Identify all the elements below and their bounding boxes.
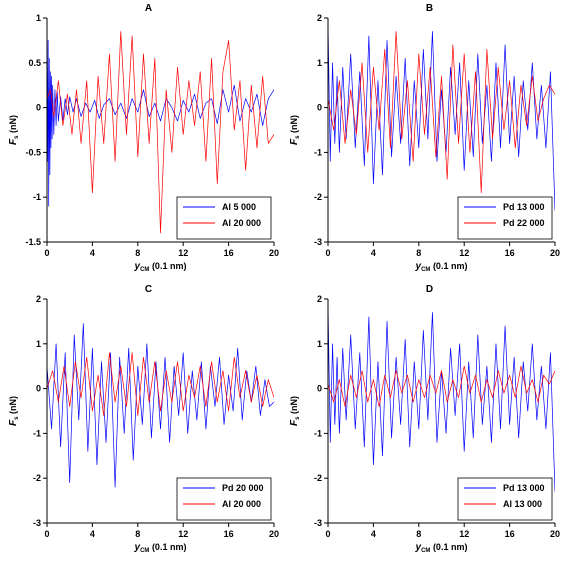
x-tick-label: 16 (505, 529, 515, 539)
chart-panel-a: A -1.5 -1 -0.5 0 0.5 1 0 4 8 12 16 20 yCM (0.1 nm) Fs … (8, 3, 279, 273)
y-tick-label: 2 (317, 13, 322, 23)
x-tick-label: 16 (224, 529, 234, 539)
x-tick-label: 12 (178, 529, 188, 539)
x-axis-label: yCM (0.1 nm) (415, 542, 468, 554)
y-tick-label: 1 (317, 339, 322, 349)
y-tick-label: -2 (314, 473, 322, 483)
x-tick-label: 12 (459, 529, 469, 539)
x-tick-label: 0 (44, 248, 49, 258)
legend-label: Al 5 000 (222, 202, 256, 212)
y-tick-label: -1 (314, 428, 322, 438)
x-tick-label: 20 (269, 529, 279, 539)
x-tick-label: 4 (371, 529, 376, 539)
y-tick-label: -3 (33, 518, 41, 528)
panel-letter: A (145, 3, 152, 14)
legend-box (176, 477, 272, 521)
legend: Al 5 000 Al 20 000 (176, 196, 272, 240)
legend-box (457, 196, 553, 240)
x-axis-label: yCM (0.1 nm) (134, 261, 187, 273)
y-tick-label: -1 (33, 192, 41, 202)
x-tick-label: 0 (325, 248, 330, 258)
x-tick-label: 8 (135, 248, 140, 258)
y-tick-label: 0 (36, 103, 41, 113)
legend: Pd 20 000 Al 20 000 (176, 477, 272, 521)
series-group (328, 22, 555, 211)
y-tick-label: 2 (36, 294, 41, 304)
y-tick-label: 2 (317, 294, 322, 304)
y-tick-label: -3 (314, 237, 322, 247)
y-axis-label: Fs (nN) (8, 115, 20, 145)
x-axis-label: yCM (0.1 nm) (415, 261, 468, 273)
panel-letter: B (426, 3, 433, 14)
y-tick-label: 0.5 (28, 58, 41, 68)
x-tick-label: 20 (550, 248, 560, 258)
x-tick-label: 8 (416, 529, 421, 539)
x-tick-label: 8 (135, 529, 140, 539)
x-tick-label: 4 (90, 529, 95, 539)
series-line-red (47, 31, 274, 234)
y-tick-label: -2 (33, 473, 41, 483)
legend-box (176, 196, 272, 240)
legend-label: Pd 13 000 (503, 202, 545, 212)
y-tick-label: -1.5 (25, 237, 41, 247)
y-tick-label: -2 (314, 192, 322, 202)
series-line-red (328, 31, 555, 194)
x-tick-label: 12 (178, 248, 188, 258)
series-line-blue (47, 22, 274, 207)
y-axis-label: Fs (nN) (8, 396, 20, 426)
x-tick-label: 8 (416, 248, 421, 258)
legend-label: Al 20 000 (222, 499, 261, 509)
x-tick-label: 0 (325, 529, 330, 539)
y-tick-label: 0 (317, 384, 322, 394)
y-tick-label: -0.5 (25, 147, 41, 157)
y-tick-label: -3 (314, 518, 322, 528)
legend: Pd 13 000 Pd 22 000 (457, 196, 553, 240)
panel-letter: D (426, 284, 433, 295)
y-tick-label: 1 (36, 339, 41, 349)
x-tick-label: 4 (90, 248, 95, 258)
x-tick-label: 12 (459, 248, 469, 258)
legend-label: Pd 20 000 (222, 483, 264, 493)
x-tick-label: 4 (371, 248, 376, 258)
y-tick-label: 1 (36, 13, 41, 23)
series-line-blue (328, 303, 555, 492)
legend: Pd 13 000 Al 13 000 (457, 477, 553, 521)
x-tick-label: 0 (44, 529, 49, 539)
legend-box (457, 477, 553, 521)
series-line-blue (328, 22, 555, 211)
series-group (47, 22, 274, 234)
legend-label: Pd 22 000 (503, 218, 545, 228)
x-tick-label: 20 (550, 529, 560, 539)
y-tick-label: 0 (36, 384, 41, 394)
legend-label: Al 13 000 (503, 499, 542, 509)
x-axis-label: yCM (0.1 nm) (134, 542, 187, 554)
series-group (47, 323, 274, 488)
x-tick-label: 16 (505, 248, 515, 258)
panel-letter: C (145, 284, 152, 295)
y-tick-label: 1 (317, 58, 322, 68)
y-axis-label: Fs (nN) (289, 115, 301, 145)
y-axis-label: Fs (nN) (289, 396, 301, 426)
series-line-red (47, 352, 274, 416)
y-tick-label: -1 (314, 147, 322, 157)
series-group (328, 303, 555, 492)
series-line-red (328, 365, 555, 407)
legend-label: Al 20 000 (222, 218, 261, 228)
y-tick-label: -1 (33, 428, 41, 438)
x-tick-label: 16 (224, 248, 234, 258)
legend-label: Pd 13 000 (503, 483, 545, 493)
x-tick-label: 20 (269, 248, 279, 258)
y-tick-label: 0 (317, 103, 322, 113)
